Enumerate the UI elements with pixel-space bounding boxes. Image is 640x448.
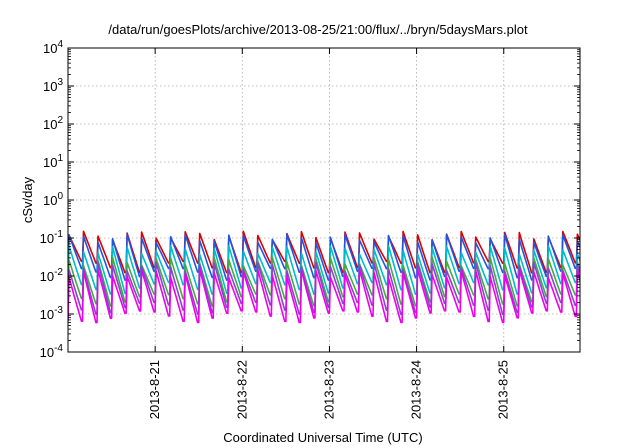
- series-line: [68, 268, 580, 324]
- y-axis-label: cSv/day: [20, 176, 35, 223]
- y-tick-label: 10-3: [40, 305, 64, 322]
- series-lines: [68, 230, 580, 324]
- y-tick-label: 100: [43, 191, 63, 208]
- x-tick-label: 2013-8-21: [147, 360, 162, 419]
- y-tick-label: 10-1: [40, 229, 64, 246]
- y-tick-label: 104: [43, 39, 63, 56]
- y-tick-label: 102: [43, 115, 63, 132]
- x-tick-label: 2013-8-23: [321, 360, 336, 419]
- x-tick-label: 2013-8-24: [409, 360, 424, 419]
- x-axis: 2013-8-21 2013-8-22 2013-8-23 2013-8-24 2013…: [147, 48, 511, 419]
- y-tick-label: 101: [43, 153, 63, 170]
- x-tick-label: 2013-8-25: [496, 360, 511, 419]
- series-line: [68, 233, 580, 281]
- series-line: [68, 261, 580, 316]
- y-tick-label: 10-2: [40, 267, 64, 284]
- series-line: [68, 245, 580, 295]
- chart-title: /data/run/goesPlots/archive/2013-08-25/2…: [108, 22, 528, 37]
- series-line: [68, 256, 580, 307]
- x-tick-label: 2013-8-22: [234, 360, 249, 419]
- y-tick-label: 10-4: [40, 343, 64, 360]
- y-tick-label: 103: [43, 77, 63, 94]
- y-axis: 10-4 10-3 10-2 10-1 100 101 102 103 104: [40, 39, 580, 360]
- x-axis-label: Coordinated Universal Time (UTC): [223, 430, 422, 445]
